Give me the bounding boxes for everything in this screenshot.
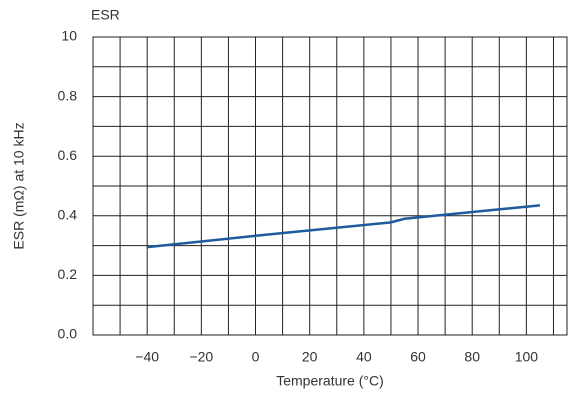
x-tick-label: 80 <box>464 349 480 365</box>
y-tick-label: 0.2 <box>58 266 78 282</box>
x-tick-label: −20 <box>189 349 213 365</box>
y-tick-label: 10 <box>61 28 77 44</box>
y-tick-label: 0.6 <box>58 147 78 163</box>
x-axis-label: Temperature (°C) <box>276 373 384 389</box>
x-tick-label: −40 <box>135 349 159 365</box>
y-tick-label: 0.8 <box>58 87 78 103</box>
x-tick-label: 40 <box>356 349 372 365</box>
x-tick-label: 0 <box>252 349 260 365</box>
y-axis-label: ESR (mΩ) at 10 kHz <box>11 122 27 249</box>
y-tick-label: 0.4 <box>58 207 78 223</box>
y-tick-label: 0.0 <box>58 326 78 342</box>
x-tick-label: 60 <box>410 349 426 365</box>
x-tick-label: 100 <box>515 349 539 365</box>
x-tick-label: 20 <box>302 349 318 365</box>
data-line <box>147 204 541 249</box>
chart-title: ESR <box>91 7 120 23</box>
